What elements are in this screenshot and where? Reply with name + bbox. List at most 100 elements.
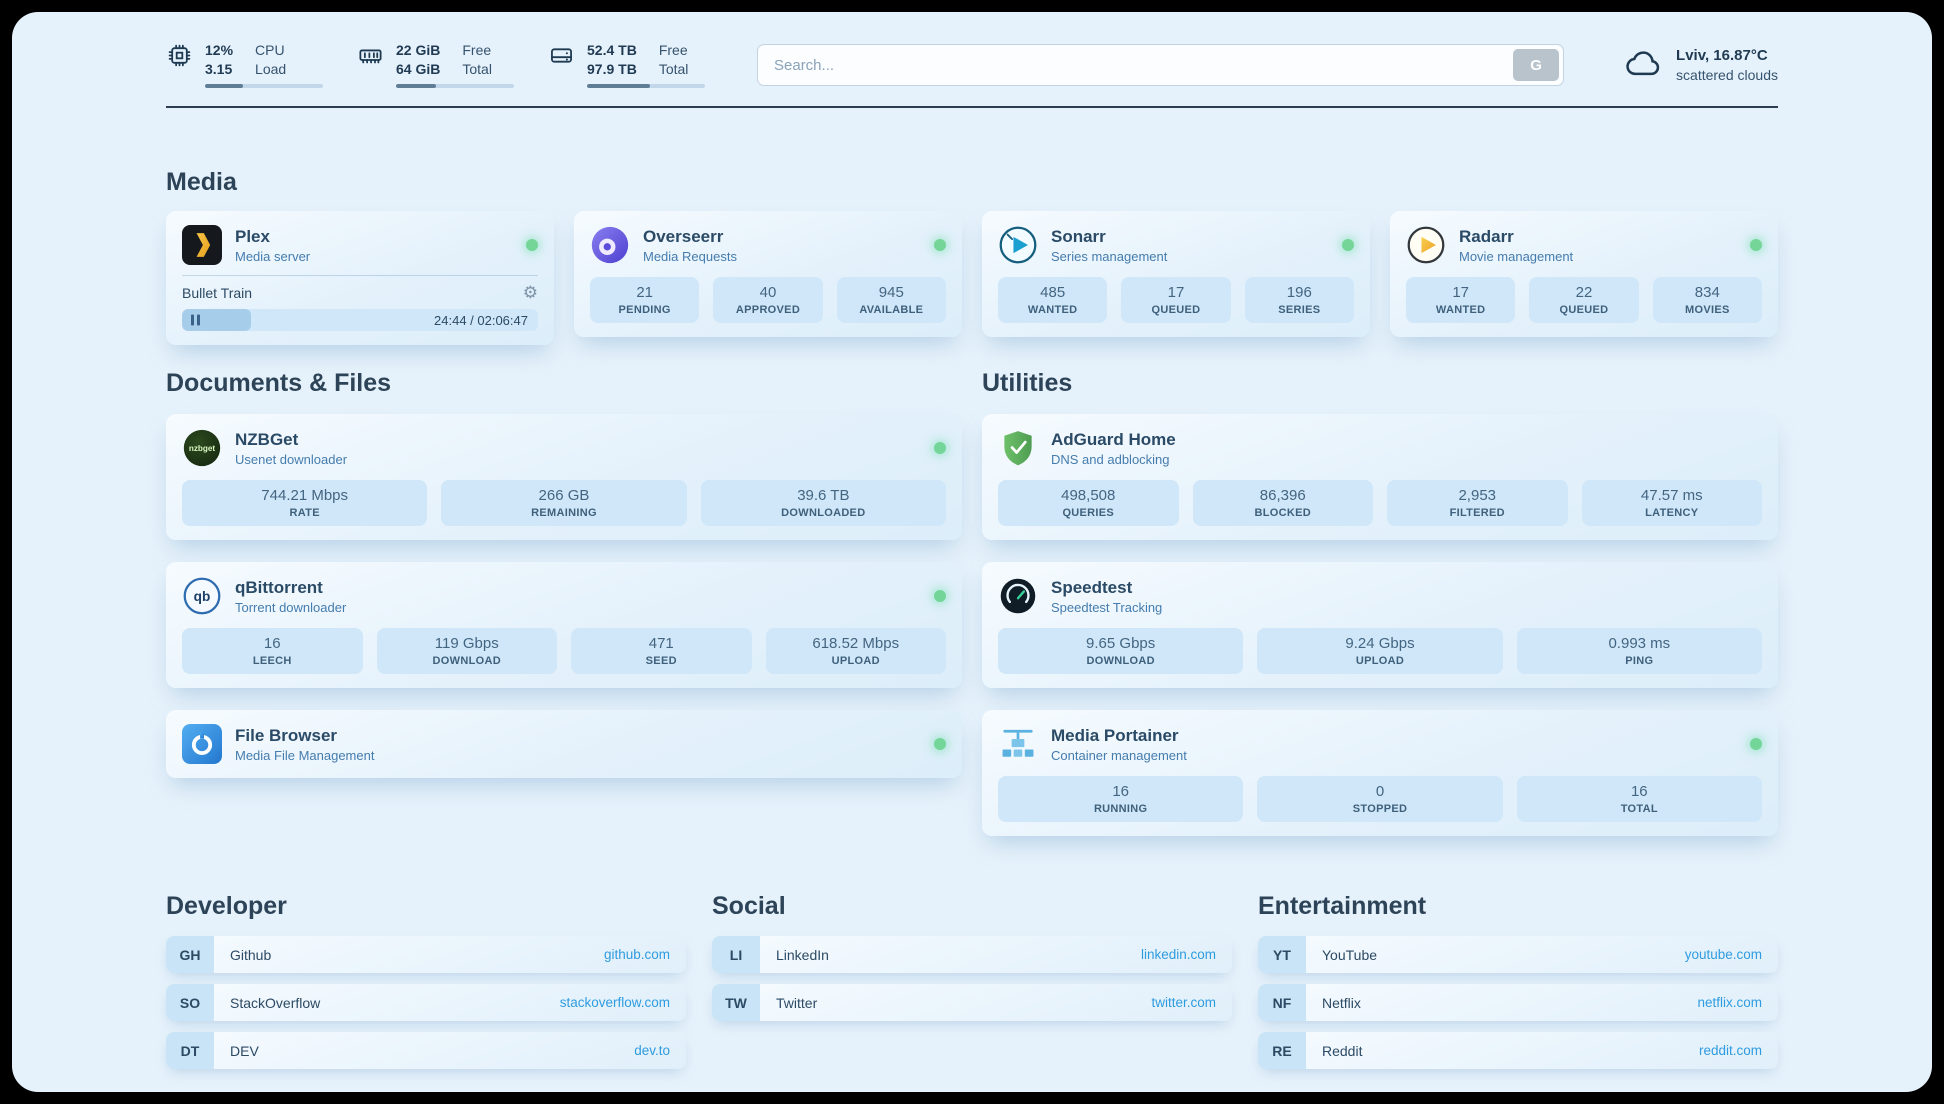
service-name: Media Portainer [1051,725,1179,745]
bookmark-twitter[interactable]: TW Twitter twitter.com [712,984,1232,1021]
overseerr-icon [590,225,630,265]
top-bar: 12% 3.15 CPU Load [166,42,1778,88]
sonarr-icon [998,225,1038,265]
memory-progress-bar [396,84,514,88]
search-provider-button[interactable]: G [1513,49,1560,81]
memory-total-label: Total [462,61,492,77]
bookmark-linkedin[interactable]: LI LinkedIn linkedin.com [712,936,1232,973]
disk-widget: 52.4 TB 97.9 TB Free Total [548,42,705,88]
stat-box: 17 WANTED [1406,277,1516,323]
bookmark-netflix[interactable]: NF Netflix netflix.com [1258,984,1778,1021]
bookmark-abbr: DT [166,1032,214,1069]
status-online-dot [1342,239,1354,251]
bookmark-name: LinkedIn [776,946,829,963]
service-card-filebrowser[interactable]: File Browser Media File Management [166,710,962,778]
stat-box: 16 LEECH [182,628,363,674]
disk-icon [548,42,575,69]
section-social: Social LI LinkedIn linkedin.com TW Twitt… [712,892,1232,1069]
bookmark-abbr: YT [1258,936,1306,973]
bookmark-url[interactable]: github.com [603,947,670,962]
bookmark-abbr: NF [1258,984,1306,1021]
cpu-label: CPU [255,42,285,58]
service-card-adguard[interactable]: AdGuard Home DNS and adblocking 498,508 … [982,414,1778,540]
memory-total-value: 64 GiB [396,61,441,77]
stat-box: 0.993 ms PING [1516,628,1762,674]
service-name: Sonarr [1051,226,1106,246]
svg-text:nzbget: nzbget [189,444,216,453]
bookmark-url[interactable]: reddit.com [1698,1043,1762,1058]
disk-free-label: Free [658,42,688,58]
documents-heading: Documents & Files [166,369,392,397]
gear-icon[interactable]: ⚙ [522,283,538,302]
stat-box: 16 RUNNING [998,776,1244,822]
section-entertainment: Entertainment YT YouTube youtube.com NF … [1258,892,1778,1069]
cloud-icon [1624,43,1664,88]
bookmark-url[interactable]: youtube.com [1684,947,1762,962]
service-card-speedtest[interactable]: Speedtest Speedtest Tracking 9.65 Gbps D… [982,562,1778,688]
bookmark-url[interactable]: netflix.com [1697,995,1762,1010]
bookmark-abbr: SO [166,984,214,1021]
bookmark-youtube[interactable]: YT YouTube youtube.com [1258,936,1778,973]
bookmark-url[interactable]: linkedin.com [1140,947,1216,962]
memory-widget: 22 GiB 64 GiB Free Total [357,42,514,88]
playback-time: 24:44 / 02:06:47 [434,312,528,328]
adguard-icon [998,428,1038,468]
plex-icon [182,225,222,265]
svg-text:qb: qb [194,589,211,604]
bookmark-abbr: GH [166,936,214,973]
service-name: Radarr [1459,226,1514,246]
service-name: Plex [235,226,270,246]
bookmark-url[interactable]: dev.to [634,1043,670,1058]
plex-now-playing: Bullet Train ⚙ 24:44 / 02:06:47 [182,275,538,331]
pause-icon[interactable] [191,314,200,326]
service-card-plex[interactable]: Plex Media server Bullet Train ⚙ [166,211,554,345]
qbittorrent-icon: qb [182,576,222,616]
dashboard-page: 12% 3.15 CPU Load [12,12,1932,1092]
stat-box: 9.24 Gbps UPLOAD [1257,628,1503,674]
stat-box: 471 SEED [571,628,752,674]
service-card-qbittorrent[interactable]: qb qBittorrent Torrent downloader [166,562,962,688]
disk-total-value: 97.9 TB [587,61,637,77]
bookmark-name: Github [230,946,272,963]
filebrowser-icon [182,724,222,764]
stat-box: 86,396 BLOCKED [1192,480,1373,526]
media-heading: Media [166,168,237,196]
bookmark-url[interactable]: twitter.com [1151,995,1216,1010]
bookmark-reddit[interactable]: RE Reddit reddit.com [1258,1032,1778,1069]
bookmark-url[interactable]: stackoverflow.com [559,995,670,1010]
status-online-dot [1750,738,1762,750]
weather-condition: scattered clouds [1676,67,1778,83]
stat-box: 618.52 Mbps UPLOAD [765,628,946,674]
search-input[interactable] [757,44,1565,86]
stat-box: 744.21 Mbps RATE [182,480,428,526]
stat-box: 47.57 ms LATENCY [1581,480,1762,526]
bookmark-name: YouTube [1322,946,1378,963]
stat-box: 945 AVAILABLE [836,277,946,323]
service-card-portainer[interactable]: Media Portainer Container management 16 … [982,710,1778,836]
bookmark-dev[interactable]: DT DEV dev.to [166,1032,686,1069]
nzbget-icon: nzbget [182,428,222,468]
status-online-dot [1750,239,1762,251]
service-card-nzbget[interactable]: nzbget NZBGet Usenet downloader 74 [166,414,962,540]
stat-box: 21 PENDING [590,277,700,323]
bookmark-name: StackOverflow [230,994,321,1011]
service-name: File Browser [235,725,338,745]
cpu-widget: 12% 3.15 CPU Load [166,42,323,88]
service-name: qBittorrent [235,577,323,597]
service-subtitle: Container management [1051,747,1187,763]
stat-box: 2,953 FILTERED [1387,480,1568,526]
cpu-progress-bar [205,84,323,88]
bookmark-github[interactable]: GH Github github.com [166,936,686,973]
search-bar: G [757,44,1565,86]
service-card-radarr[interactable]: Radarr Movie management 17 WANTED 22 QUE… [1390,211,1778,337]
bookmark-name: Twitter [776,994,818,1011]
service-card-sonarr[interactable]: Sonarr Series management 485 WANTED 17 Q… [982,211,1370,337]
bookmark-stackoverflow[interactable]: SO StackOverflow stackoverflow.com [166,984,686,1021]
weather-widget: Lviv, 16.87°C scattered clouds [1624,43,1778,88]
service-card-overseerr[interactable]: Overseerr Media Requests 21 PENDING 40 A… [574,211,962,337]
disk-total-label: Total [658,61,689,77]
section-media: Media Plex [166,168,1778,345]
bookmark-abbr: LI [712,936,760,973]
entertainment-heading: Entertainment [1258,892,1427,920]
developer-heading: Developer [166,892,287,920]
